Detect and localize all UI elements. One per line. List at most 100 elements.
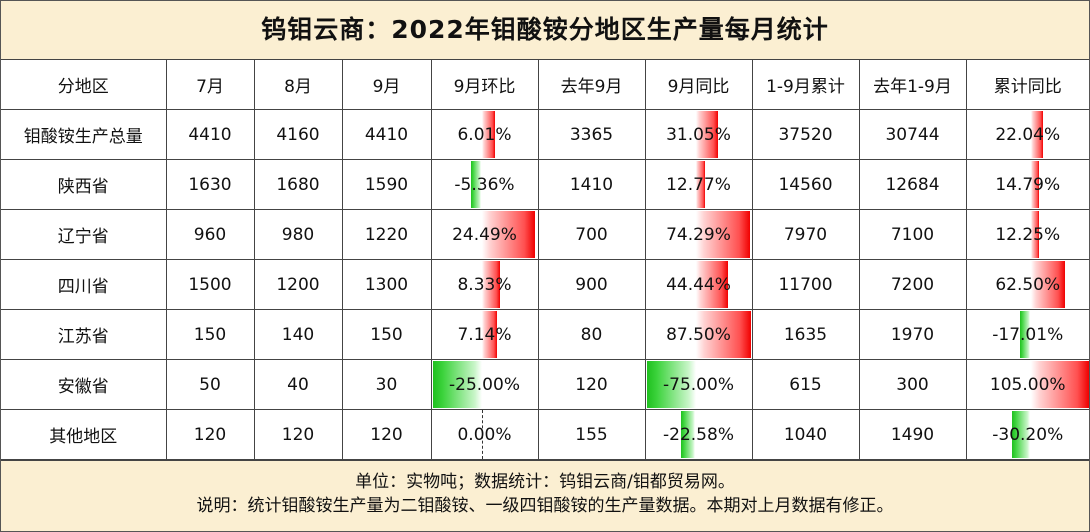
- cell-lastyear-ytd: 7100: [858, 209, 967, 260]
- cell-lastyear-sep: 700: [537, 209, 646, 260]
- cell-ytd: 1635: [751, 309, 860, 360]
- cell-yoy-label: -22.58%: [663, 424, 734, 445]
- cell-sep: 30: [341, 359, 432, 410]
- cell-yoy-bar: [695, 111, 719, 158]
- cell-yoy: -22.58%: [644, 409, 753, 460]
- cell-ytd: 1040: [751, 409, 860, 460]
- cell-lastyear-ytd: 1490: [858, 409, 967, 460]
- cell-ytd-yoy: 62.50%: [965, 259, 1089, 310]
- cell-mom-label: -5.36%: [454, 174, 515, 195]
- cell-lastyear-ytd: 12684: [858, 159, 967, 210]
- cell-mom: 6.01%: [430, 109, 539, 160]
- cell-ytd: 11700: [751, 259, 860, 310]
- cell-region: 江苏省: [1, 309, 167, 360]
- cell-mom-label: 8.33%: [457, 274, 512, 295]
- cell-ytd-yoy-label: 22.04%: [995, 124, 1061, 145]
- cell-lastyear-ytd: 7200: [858, 259, 967, 310]
- cell-yoy: -75.00%: [644, 359, 753, 410]
- cell-yoy: 44.44%: [644, 259, 753, 310]
- cell-ytd-yoy-bar: [1012, 411, 1031, 458]
- cell-ytd-yoy: 14.79%: [965, 159, 1089, 210]
- cell-ytd: 615: [751, 359, 860, 410]
- cell-mom: 0.00%: [430, 409, 539, 460]
- cell-ytd-yoy-bar: [1030, 111, 1043, 158]
- cell-ytd-yoy-label: -30.20%: [992, 424, 1064, 445]
- header-yoy: 9月同比: [644, 60, 753, 110]
- cell-region: 四川省: [1, 259, 167, 310]
- cell-mom-label: 0.00%: [457, 424, 512, 445]
- cell-jul: 1630: [165, 159, 255, 210]
- cell-jul: 4410: [165, 109, 255, 160]
- cell-yoy-bar: [680, 411, 696, 458]
- footer-unit-line: 单位：实物吨；数据统计：钨钼云商/钼都贸易网。: [355, 472, 735, 492]
- cell-jul: 50: [165, 359, 255, 410]
- cell-jul: 150: [165, 309, 255, 360]
- header-region: 分地区: [1, 60, 167, 110]
- cell-mom-bar: [481, 211, 536, 258]
- cell-ytd: 37520: [751, 109, 860, 160]
- cell-lastyear-ytd: 1970: [858, 309, 967, 360]
- cell-lastyear-sep: 80: [537, 309, 646, 360]
- table-row: 辽宁省 960 980 1220 24.49% 700 74.29% 7970 7100 12.2…: [1, 209, 1089, 260]
- cell-lastyear-sep: 120: [537, 359, 646, 410]
- cell-region: 辽宁省: [1, 209, 167, 260]
- cell-ytd-yoy: -17.01%: [965, 309, 1089, 360]
- cell-jul: 960: [165, 209, 255, 260]
- cell-lastyear-sep: 900: [537, 259, 646, 310]
- cell-ytd-yoy-label: 62.50%: [995, 274, 1061, 295]
- cell-lastyear-sep: 155: [537, 409, 646, 460]
- cell-lastyear-ytd: 30744: [858, 109, 967, 160]
- table-row: 陕西省 1630 1680 1590 -5.36% 1410 12.77% 14560 1268…: [1, 159, 1089, 210]
- report-footer: 单位：实物吨；数据统计：钨钼云商/钼都贸易网。 说明：统计钼酸铵生产量为二钼酸铵…: [1, 460, 1089, 518]
- cell-mom: 7.14%: [430, 309, 539, 360]
- cell-mom-bar: [481, 261, 500, 308]
- cell-ytd-yoy: 105.00%: [965, 359, 1089, 410]
- cell-yoy: 87.50%: [644, 309, 753, 360]
- table-row: 安徽省 50 40 30 -25.00% 120 -75.00% 615 300 105.00%: [1, 359, 1089, 410]
- cell-yoy-bar: [695, 161, 705, 208]
- table-row: 江苏省 150 140 150 7.14% 80 87.50% 1635 1970 -17.01%: [1, 309, 1089, 360]
- cell-aug: 980: [253, 209, 343, 260]
- cell-mom-bar: [470, 161, 482, 208]
- cell-ytd-yoy-bar: [1030, 211, 1039, 258]
- header-ytd-yoy: 累计同比: [965, 60, 1089, 110]
- cell-mom-bar: [432, 361, 482, 408]
- cell-sep: 150: [341, 309, 432, 360]
- cell-ytd: 14560: [751, 159, 860, 210]
- cell-ytd-yoy: 22.04%: [965, 109, 1089, 160]
- cell-region: 钼酸铵生产总量: [1, 109, 167, 160]
- production-table: 分地区 7月 8月 9月 9月环比 去年9月 9月同比 1-9月累计 去年1-9…: [1, 60, 1089, 460]
- cell-lastyear-ytd: 300: [858, 359, 967, 410]
- table-body: 钼酸铵生产总量 4410 4160 4410 6.01% 3365 31.05% 37520 3…: [1, 109, 1089, 460]
- cell-ytd-yoy-label: -17.01%: [992, 324, 1064, 345]
- cell-yoy-bar: [695, 261, 729, 308]
- cell-ytd-yoy-label: 12.25%: [995, 224, 1061, 245]
- header-lastyear-sep: 去年9月: [537, 60, 646, 110]
- cell-sep: 1300: [341, 259, 432, 310]
- cell-aug: 1680: [253, 159, 343, 210]
- table-header-row: 分地区 7月 8月 9月 9月环比 去年9月 9月同比 1-9月累计 去年1-9…: [1, 60, 1089, 110]
- cell-mom-label: 6.01%: [457, 124, 512, 145]
- cell-mom: -5.36%: [430, 159, 539, 210]
- cell-ytd-yoy-label: 105.00%: [989, 374, 1066, 395]
- cell-yoy-label: 74.29%: [666, 224, 731, 245]
- table-row: 钼酸铵生产总量 4410 4160 4410 6.01% 3365 31.05% 37520 3…: [1, 109, 1089, 160]
- cell-ytd: 7970: [751, 209, 860, 260]
- cell-aug: 4160: [253, 109, 343, 160]
- cell-sep: 4410: [341, 109, 432, 160]
- cell-mom-bar: [481, 111, 495, 158]
- cell-yoy-label: 87.50%: [666, 324, 731, 345]
- cell-sep: 1220: [341, 209, 432, 260]
- cell-aug: 1200: [253, 259, 343, 310]
- cell-mom: 24.49%: [430, 209, 539, 260]
- header-aug: 8月: [253, 60, 343, 110]
- report-title: 钨钼云商：2022年钼酸铵分地区生产量每月统计: [1, 1, 1089, 60]
- cell-aug: 40: [253, 359, 343, 410]
- cell-region: 其他地区: [1, 409, 167, 460]
- cell-ytd-yoy: 12.25%: [965, 209, 1089, 260]
- cell-ytd-yoy-label: 14.79%: [995, 174, 1061, 195]
- footer-note-line: 说明：统计钼酸铵生产量为二钼酸铵、一级四钼酸铵的生产量数据。本期对上月数据有修正…: [196, 496, 894, 516]
- cell-ytd-yoy-bar: [1030, 161, 1039, 208]
- cell-yoy-label: 12.77%: [666, 174, 731, 195]
